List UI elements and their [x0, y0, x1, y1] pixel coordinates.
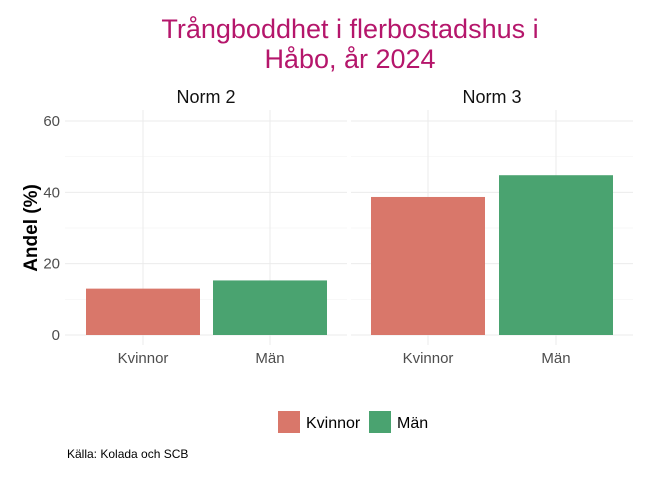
y-axis-label: Andel (%): [21, 184, 42, 272]
legend-swatch-man: [369, 411, 391, 433]
legend-label-kvinnor: Kvinnor: [306, 415, 361, 432]
legend-swatch-kvinnor: [278, 411, 300, 433]
x-tick-label: Kvinnor: [118, 350, 169, 367]
chart-caption: Källa: Kolada och SCB: [67, 447, 188, 461]
legend: Kvinnor Män: [278, 411, 428, 433]
x-tick-label: Män: [541, 350, 570, 367]
bar-norm-3-man: [499, 175, 613, 335]
y-tick-label: 0: [52, 327, 60, 344]
bar-norm-2-man: [213, 280, 327, 335]
labels-layer: Kvinnor Män Kvinnor Män 0 20 40 60: [43, 113, 570, 367]
bar-norm-3-kvinnor: [371, 196, 485, 335]
x-tick-label: Män: [255, 350, 284, 367]
x-tick-label: Kvinnor: [403, 350, 454, 367]
chart-title-line-2: Håbo, år 2024: [264, 44, 435, 74]
y-tick-label: 40: [43, 184, 60, 201]
bars-layer: [86, 175, 613, 335]
y-tick-label: 60: [43, 113, 60, 130]
chart-title-line-1: Trångboddhet i flerbostadshus i: [161, 14, 538, 44]
bar-norm-2-kvinnor: [86, 288, 200, 335]
facet-strip-norm-3: Norm 3: [462, 87, 521, 107]
legend-label-man: Män: [397, 415, 428, 432]
y-tick-label: 20: [43, 256, 60, 273]
facet-strip-norm-2: Norm 2: [176, 87, 235, 107]
